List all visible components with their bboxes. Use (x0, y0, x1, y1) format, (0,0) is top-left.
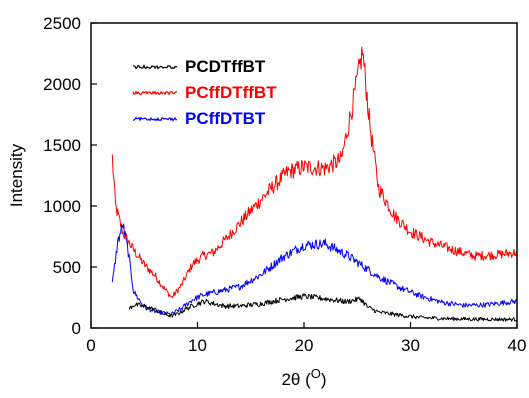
x-axis-title: 2θ (O) (281, 366, 326, 389)
y-axis-title: Intensity (7, 143, 26, 207)
x-tick-label: 40 (508, 336, 527, 355)
legend-swatch (132, 90, 178, 96)
legend-label: PCffDTffBT (185, 83, 277, 102)
y-tick-label: 0 (72, 319, 81, 338)
y-tick-label: 1500 (43, 136, 81, 155)
legend: PCDTffBT PCffDTffBT PCffDTBT (132, 57, 277, 128)
y-tick-label: 500 (53, 258, 81, 277)
legend-swatch (132, 116, 178, 122)
legend-swatch (132, 64, 178, 70)
y-tick-label: 2500 (43, 14, 81, 33)
x-tick-label: 20 (295, 336, 314, 355)
series-line-pcdtffbt (128, 293, 518, 322)
series-line-pcffdtffbt (111, 46, 518, 299)
x-tick-label: 30 (401, 336, 420, 355)
y-tick-label: 2000 (43, 75, 81, 94)
legend-label: PCDTffBT (185, 57, 266, 76)
legend-item-pcdtffbt: PCDTffBT (132, 57, 266, 76)
legend-item-pcffdtbt: PCffDTBT (132, 109, 266, 128)
x-tick-label: 10 (188, 336, 207, 355)
tick-layer: 0 10 20 30 40 0 500 1000 1500 2000 2500 (43, 14, 526, 355)
legend-item-pcffdtffbt: PCffDTffBT (132, 83, 277, 102)
series-line-pcffdtbt (111, 223, 518, 317)
series-layer (111, 46, 518, 322)
legend-label: PCffDTBT (185, 109, 266, 128)
x-tick-label: 0 (86, 336, 95, 355)
y-tick-label: 1000 (43, 197, 81, 216)
